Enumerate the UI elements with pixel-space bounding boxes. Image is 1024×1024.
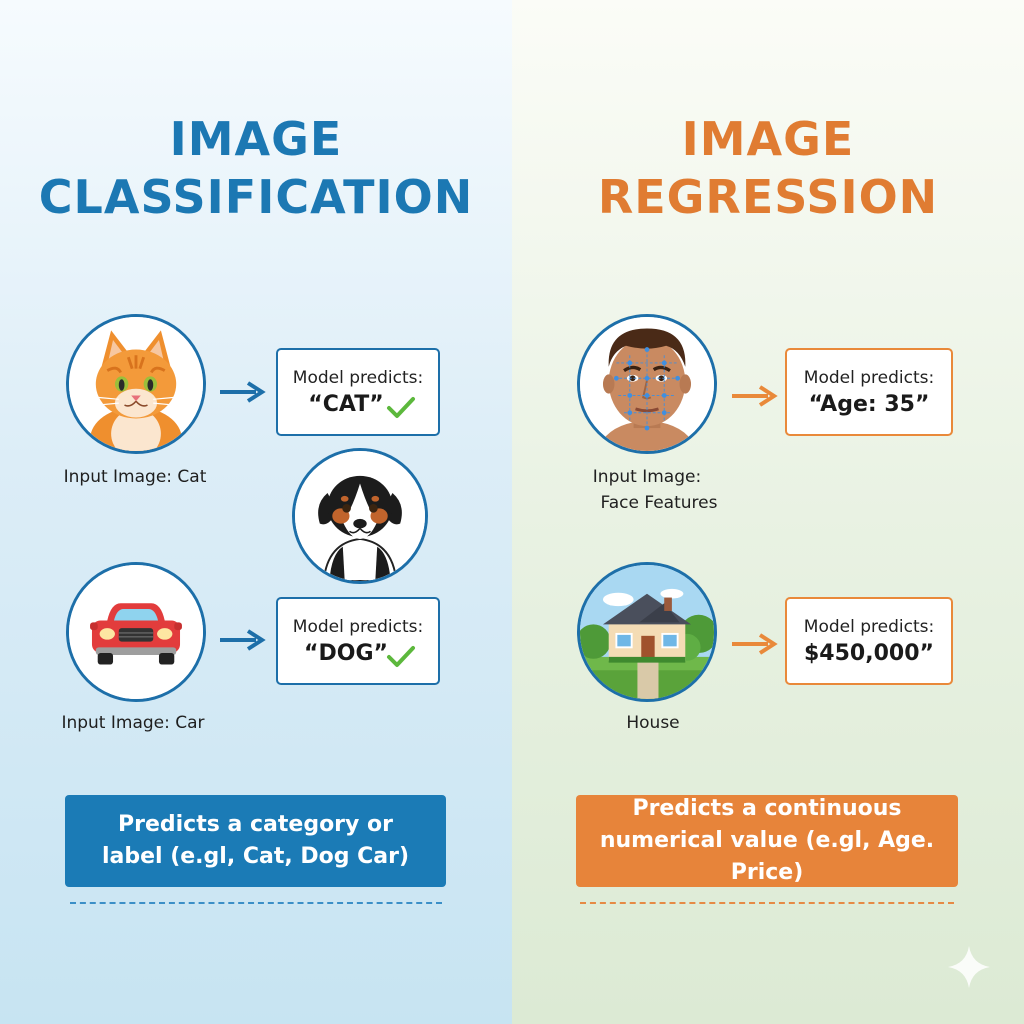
- regression-title-line1: IMAGE: [681, 112, 855, 166]
- cat-arrow: [218, 380, 270, 404]
- house-icon: [580, 565, 714, 699]
- arrow-right-icon: [732, 385, 778, 407]
- house-arrow: [730, 632, 782, 656]
- car-prediction-label: Model predicts:: [292, 617, 424, 637]
- face-prediction-value: “Age: 35”: [808, 392, 930, 417]
- face-icon: [580, 317, 714, 451]
- classification-divider: [70, 902, 442, 904]
- house-image: [577, 562, 717, 702]
- arrow-right-icon: [220, 381, 266, 403]
- car-arrow: [218, 628, 270, 652]
- classification-title-line2: CLASSIFICATION: [38, 170, 474, 224]
- regression-divider: [580, 902, 954, 904]
- car-image: [66, 562, 206, 702]
- classification-title: IMAGE CLASSIFICATION: [30, 110, 482, 226]
- arrow-right-icon: [220, 629, 266, 651]
- dog-icon: [295, 451, 425, 581]
- regression-summary: Predicts a continuous numerical value (e…: [576, 795, 958, 887]
- classification-summary-line1: Predicts a category or: [118, 812, 393, 837]
- cat-prediction-value: “CAT”: [308, 392, 384, 417]
- car-icon: [69, 565, 203, 699]
- classification-title-line1: IMAGE: [169, 112, 343, 166]
- arrow-right-icon: [732, 633, 778, 655]
- face-arrow: [730, 384, 782, 408]
- face-caption-line2: Face Features: [600, 493, 718, 513]
- house-prediction-label: Model predicts:: [803, 617, 935, 637]
- regression-title: IMAGE REGRESSION: [542, 110, 994, 226]
- face-prediction-label: Model predicts:: [803, 368, 935, 388]
- classification-summary: Predicts a category or label (e.gl, Cat,…: [65, 795, 446, 887]
- regression-title-line2: REGRESSION: [597, 170, 939, 224]
- check-icon: [387, 646, 415, 667]
- regression-summary-line2: numerical value (e.gl, Age. Price): [599, 828, 935, 885]
- classification-summary-line2: label (e.gl, Cat, Dog Car): [101, 844, 410, 869]
- face-image: [577, 314, 717, 454]
- face-caption-line1: Input Image:: [592, 467, 702, 487]
- cat-caption: Input Image: Cat: [63, 467, 207, 487]
- cat-image: [66, 314, 206, 454]
- regression-summary-line1: Predicts a continuous: [632, 796, 902, 821]
- car-prediction-box: Model predicts: “DOG”: [276, 597, 440, 685]
- cat-prediction-label: Model predicts:: [292, 368, 424, 388]
- check-icon: [387, 397, 415, 418]
- face-prediction-box: Model predicts: “Age: 35”: [785, 348, 953, 436]
- car-caption: Input Image: Car: [61, 713, 205, 733]
- house-prediction-box: Model predicts: $450,000”: [785, 597, 953, 685]
- sparkle-icon: [948, 946, 990, 988]
- house-prediction-value: $450,000”: [804, 641, 934, 666]
- car-prediction-value: “DOG”: [304, 641, 388, 666]
- cat-icon: [69, 317, 203, 451]
- cat-prediction-box: Model predicts: “CAT”: [276, 348, 440, 436]
- house-caption: House: [626, 713, 680, 733]
- dog-image: [292, 448, 428, 584]
- face-caption: Input Image: Face Features: [562, 464, 732, 516]
